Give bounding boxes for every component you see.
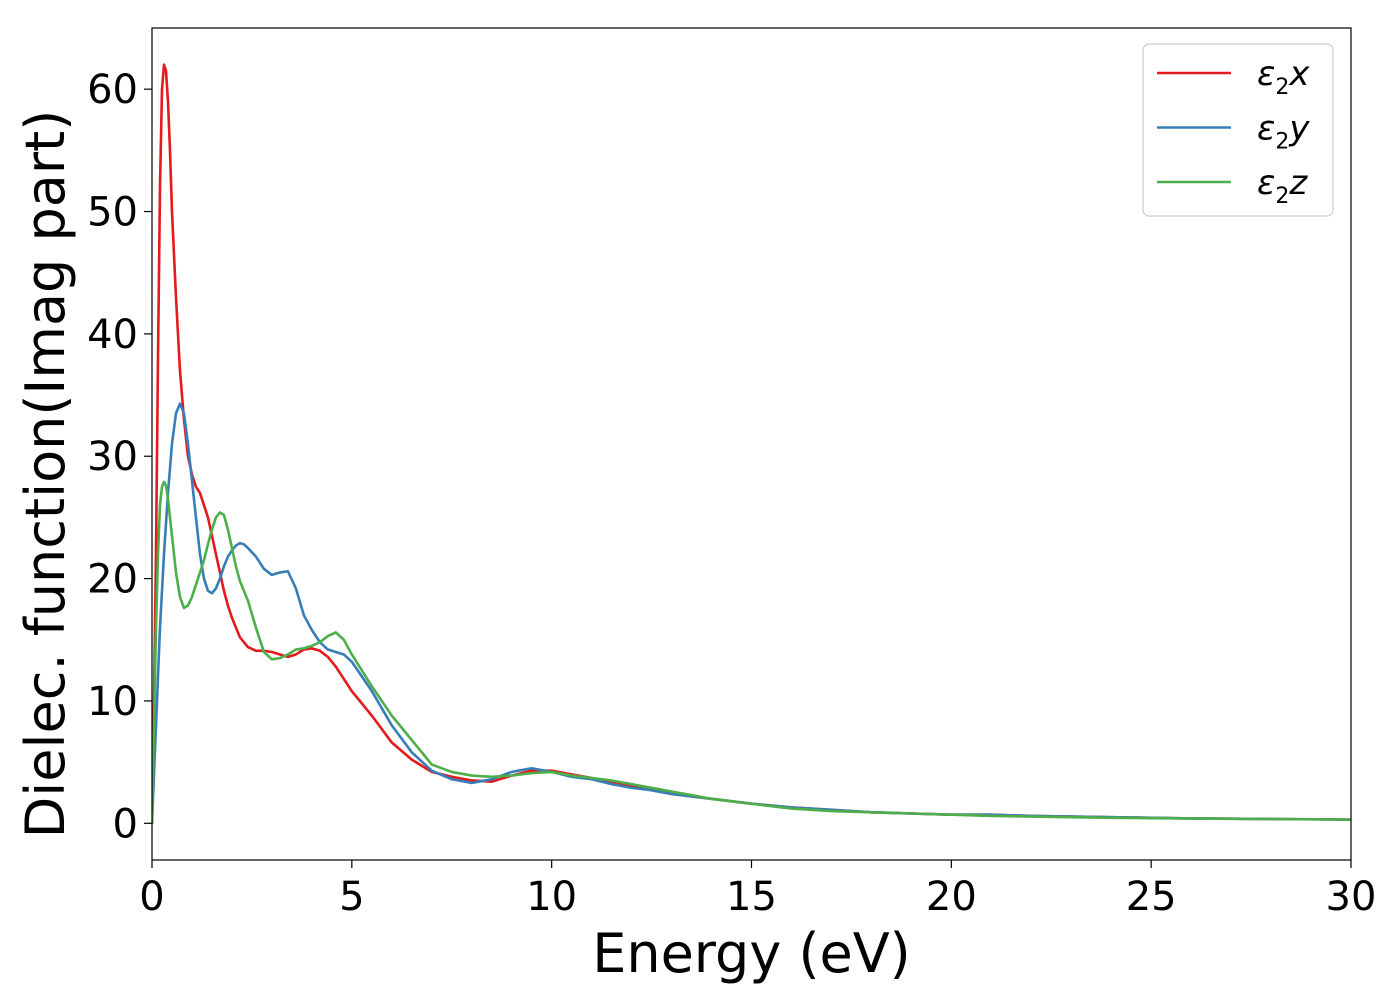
y-tick-label: 40 [87,312,138,358]
x-axis: 0 5 10 15 20 25 30 [139,860,1376,920]
x-tick-label: 30 [1326,874,1377,920]
x-axis-label: Energy (eV) [592,922,911,985]
legend-label-3: ε2z [1257,163,1308,209]
y-tick-label: 10 [87,679,138,725]
y-tick-label: 30 [87,434,138,480]
legend-label-1: ε2x [1257,54,1310,100]
y-axis-label: Dielec. function(Imag part) [14,110,77,839]
y-tick-label: 50 [87,190,138,236]
series-line-2 [152,402,1351,825]
legend-label-2: ε2y [1257,109,1310,155]
y-tick-label: 60 [87,67,138,113]
x-tick-label: 0 [139,874,164,920]
x-tick-label: 25 [1126,874,1177,920]
series-layer [152,63,1351,825]
legend: ε2x ε2y ε2z [1142,43,1334,217]
x-tick-label: 20 [926,874,977,920]
x-tick-label: 15 [726,874,777,920]
y-tick-label: 20 [87,557,138,603]
x-tick-label: 10 [526,874,577,920]
legend-box [1142,43,1334,217]
y-axis: 0 10 20 30 40 50 60 [87,67,152,847]
y-tick-label: 0 [113,801,138,847]
series-line-3 [152,480,1351,825]
x-tick-label: 5 [339,874,364,920]
